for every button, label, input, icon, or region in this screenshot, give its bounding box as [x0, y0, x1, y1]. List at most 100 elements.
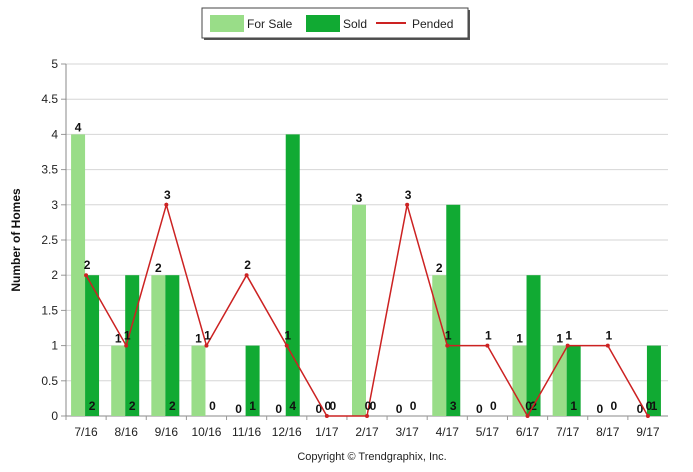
- data-label-sold: 1: [570, 399, 577, 413]
- bar-for-sale: [191, 345, 206, 416]
- y-tick-label: 3.5: [41, 163, 58, 177]
- data-label-pended: 1: [485, 329, 492, 343]
- x-tick-label: 7/16: [74, 425, 98, 439]
- bar-for-sale: [432, 275, 447, 416]
- x-tick-label: 9/17: [636, 425, 660, 439]
- bar-for-sale: [71, 134, 86, 416]
- data-label-sold: 2: [89, 399, 96, 413]
- data-label-sold: 0: [610, 399, 617, 413]
- y-tick-label: 1: [51, 339, 58, 353]
- bar-for-sale: [512, 345, 527, 416]
- data-label-pended: 3: [405, 188, 412, 202]
- data-label-sold: 0: [330, 399, 337, 413]
- data-label-pended: 1: [124, 329, 131, 343]
- pended-point: [324, 414, 329, 418]
- data-label-for-sale: 1: [556, 332, 563, 346]
- bar-sold: [85, 275, 100, 416]
- data-label-for-sale: 1: [195, 332, 202, 346]
- y-tick-label: 0.5: [41, 374, 58, 388]
- data-label-sold: 4: [289, 399, 296, 413]
- data-label-for-sale: 0: [396, 402, 403, 416]
- data-label-sold: 3: [450, 399, 457, 413]
- y-tick-label: 4.5: [41, 92, 58, 106]
- data-label-sold: 2: [129, 399, 136, 413]
- data-label-pended: 3: [164, 188, 171, 202]
- y-tick-label: 4: [51, 127, 58, 141]
- pended-point: [525, 414, 530, 418]
- data-label-for-sale: 0: [316, 402, 323, 416]
- data-label-sold: 0: [490, 399, 497, 413]
- bar-for-sale: [111, 345, 126, 416]
- bar-for-sale: [352, 204, 366, 416]
- bar-sold: [526, 275, 541, 416]
- x-tick-label: 1/17: [315, 425, 339, 439]
- pended-point: [84, 273, 89, 278]
- x-tick-label: 3/17: [395, 425, 419, 439]
- x-tick-label: 11/16: [232, 425, 261, 439]
- data-label-for-sale: 3: [356, 191, 363, 205]
- legend-label-for-sale: For Sale: [247, 17, 293, 31]
- bar-for-sale: [151, 275, 166, 416]
- pended-point: [445, 343, 450, 348]
- data-label-pended: 0: [646, 399, 653, 413]
- x-tick-label: 4/17: [436, 425, 460, 439]
- x-tick-label: 2/17: [355, 425, 379, 439]
- data-label-pended: 1: [445, 329, 452, 343]
- bar-sold: [646, 345, 661, 416]
- x-tick-label: 9/16: [155, 425, 179, 439]
- data-label-for-sale: 0: [596, 402, 603, 416]
- copyright-text: Copyright © Trendgraphix, Inc.: [297, 451, 446, 463]
- data-label-for-sale: 2: [155, 261, 162, 275]
- y-tick-label: 3: [51, 198, 58, 212]
- pended-point: [244, 273, 249, 278]
- legend-label-sold: Sold: [343, 17, 367, 31]
- y-tick-label: 5: [51, 57, 58, 71]
- data-label-for-sale: 1: [516, 332, 523, 346]
- data-label-sold: 1: [249, 399, 256, 413]
- bar-sold: [566, 345, 581, 416]
- x-tick-label: 8/17: [596, 425, 620, 439]
- legend-label-pended: Pended: [412, 17, 453, 31]
- legend-swatch-sold: [306, 15, 340, 32]
- data-label-for-sale: 0: [275, 402, 282, 416]
- pended-point: [605, 343, 610, 348]
- data-label-sold: 0: [209, 399, 216, 413]
- data-label-pended: 0: [525, 399, 532, 413]
- bar-sold: [446, 204, 461, 416]
- data-label-for-sale: 1: [115, 332, 122, 346]
- data-label-for-sale: 0: [476, 402, 483, 416]
- y-axis-label: Number of Homes: [9, 188, 23, 292]
- x-tick-label: 7/17: [556, 425, 580, 439]
- x-tick-label: 10/16: [191, 425, 221, 439]
- pended-point: [405, 202, 410, 207]
- data-label-for-sale: 4: [75, 120, 82, 134]
- data-label-pended: 2: [244, 258, 251, 272]
- data-label-sold: 1: [651, 399, 658, 413]
- pended-point: [124, 343, 129, 348]
- data-label-pended: 2: [84, 258, 91, 272]
- data-label-sold: 0: [410, 399, 417, 413]
- pended-point: [565, 343, 570, 348]
- x-tick-label: 6/17: [516, 425, 540, 439]
- y-tick-label: 2.5: [41, 233, 58, 247]
- x-tick-label: 12/16: [272, 425, 302, 439]
- data-label-pended: 1: [204, 329, 211, 343]
- data-label-pended: 1: [565, 329, 572, 343]
- bar-sold: [285, 134, 300, 416]
- legend-swatch-for-sale: [210, 15, 244, 32]
- data-label-pended: 0: [365, 399, 372, 413]
- y-tick-label: 0: [51, 409, 58, 423]
- data-label-pended: 1: [284, 329, 291, 343]
- pended-point: [365, 414, 369, 418]
- data-label-for-sale: 0: [235, 402, 242, 416]
- data-label-pended: 1: [605, 329, 612, 343]
- data-label-for-sale: 2: [436, 261, 443, 275]
- data-label-for-sale: 0: [637, 402, 644, 416]
- data-label-pended: 0: [325, 399, 332, 413]
- x-tick-label: 5/17: [476, 425, 500, 439]
- bar-sold: [245, 345, 260, 416]
- pended-point: [164, 202, 169, 207]
- pended-point: [204, 343, 209, 348]
